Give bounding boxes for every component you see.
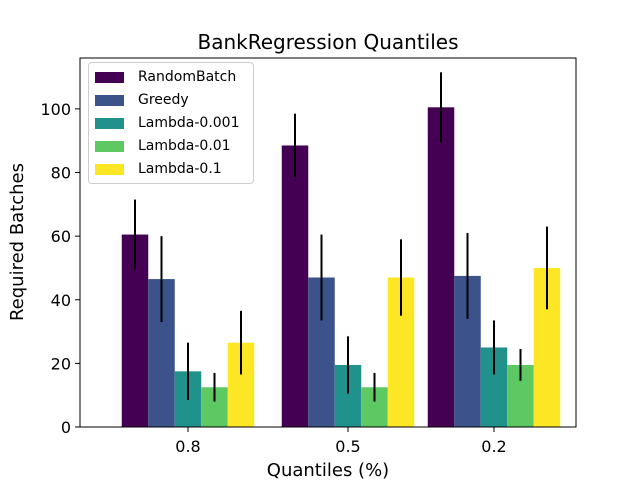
legend-swatch: [95, 71, 124, 83]
y-tick-label: 100: [40, 100, 71, 119]
legend-label: Greedy: [138, 92, 189, 108]
bar-randombatch-0_5: [281, 145, 309, 428]
legend-swatch: [95, 163, 124, 175]
y-tick-label: 60: [51, 227, 71, 246]
legend-swatch: [95, 94, 124, 106]
x-tick-label: 0.5: [335, 437, 360, 456]
legend-item-greedy: Greedy: [95, 91, 189, 109]
legend-label: RandomBatch: [138, 69, 237, 85]
legend-label: Lambda-0.01: [138, 138, 231, 154]
y-tick-label: 40: [51, 291, 71, 310]
legend-item-lambda-01: Lambda-0.1: [95, 160, 222, 178]
x-tick-label: 0.8: [175, 437, 200, 456]
legend: RandomBatch Greedy Lambda-0.001 Lambda-0…: [88, 62, 254, 184]
y-tick-label: 80: [51, 164, 71, 183]
y-tick-label: 0: [61, 418, 71, 437]
legend-item-randombatch: RandomBatch: [95, 68, 236, 86]
plot-frame: [79, 57, 577, 428]
legend-label: Lambda-0.1: [138, 161, 222, 177]
x-tick-label: 0.2: [481, 437, 506, 456]
bar-randombatch-0_2: [427, 107, 455, 427]
y-axis-label: Required Batches: [7, 163, 28, 321]
legend-swatch: [95, 140, 124, 152]
legend-item-lambda-001: Lambda-0.01: [95, 137, 231, 155]
legend-label: Lambda-0.001: [138, 115, 240, 131]
x-axis-label: Quantiles (%): [267, 460, 389, 480]
legend-item-lambda-0001: Lambda-0.001: [95, 114, 240, 132]
chart-title: BankRegression Quantiles: [197, 30, 458, 54]
y-tick-label: 20: [51, 354, 71, 373]
legend-swatch: [95, 117, 124, 129]
